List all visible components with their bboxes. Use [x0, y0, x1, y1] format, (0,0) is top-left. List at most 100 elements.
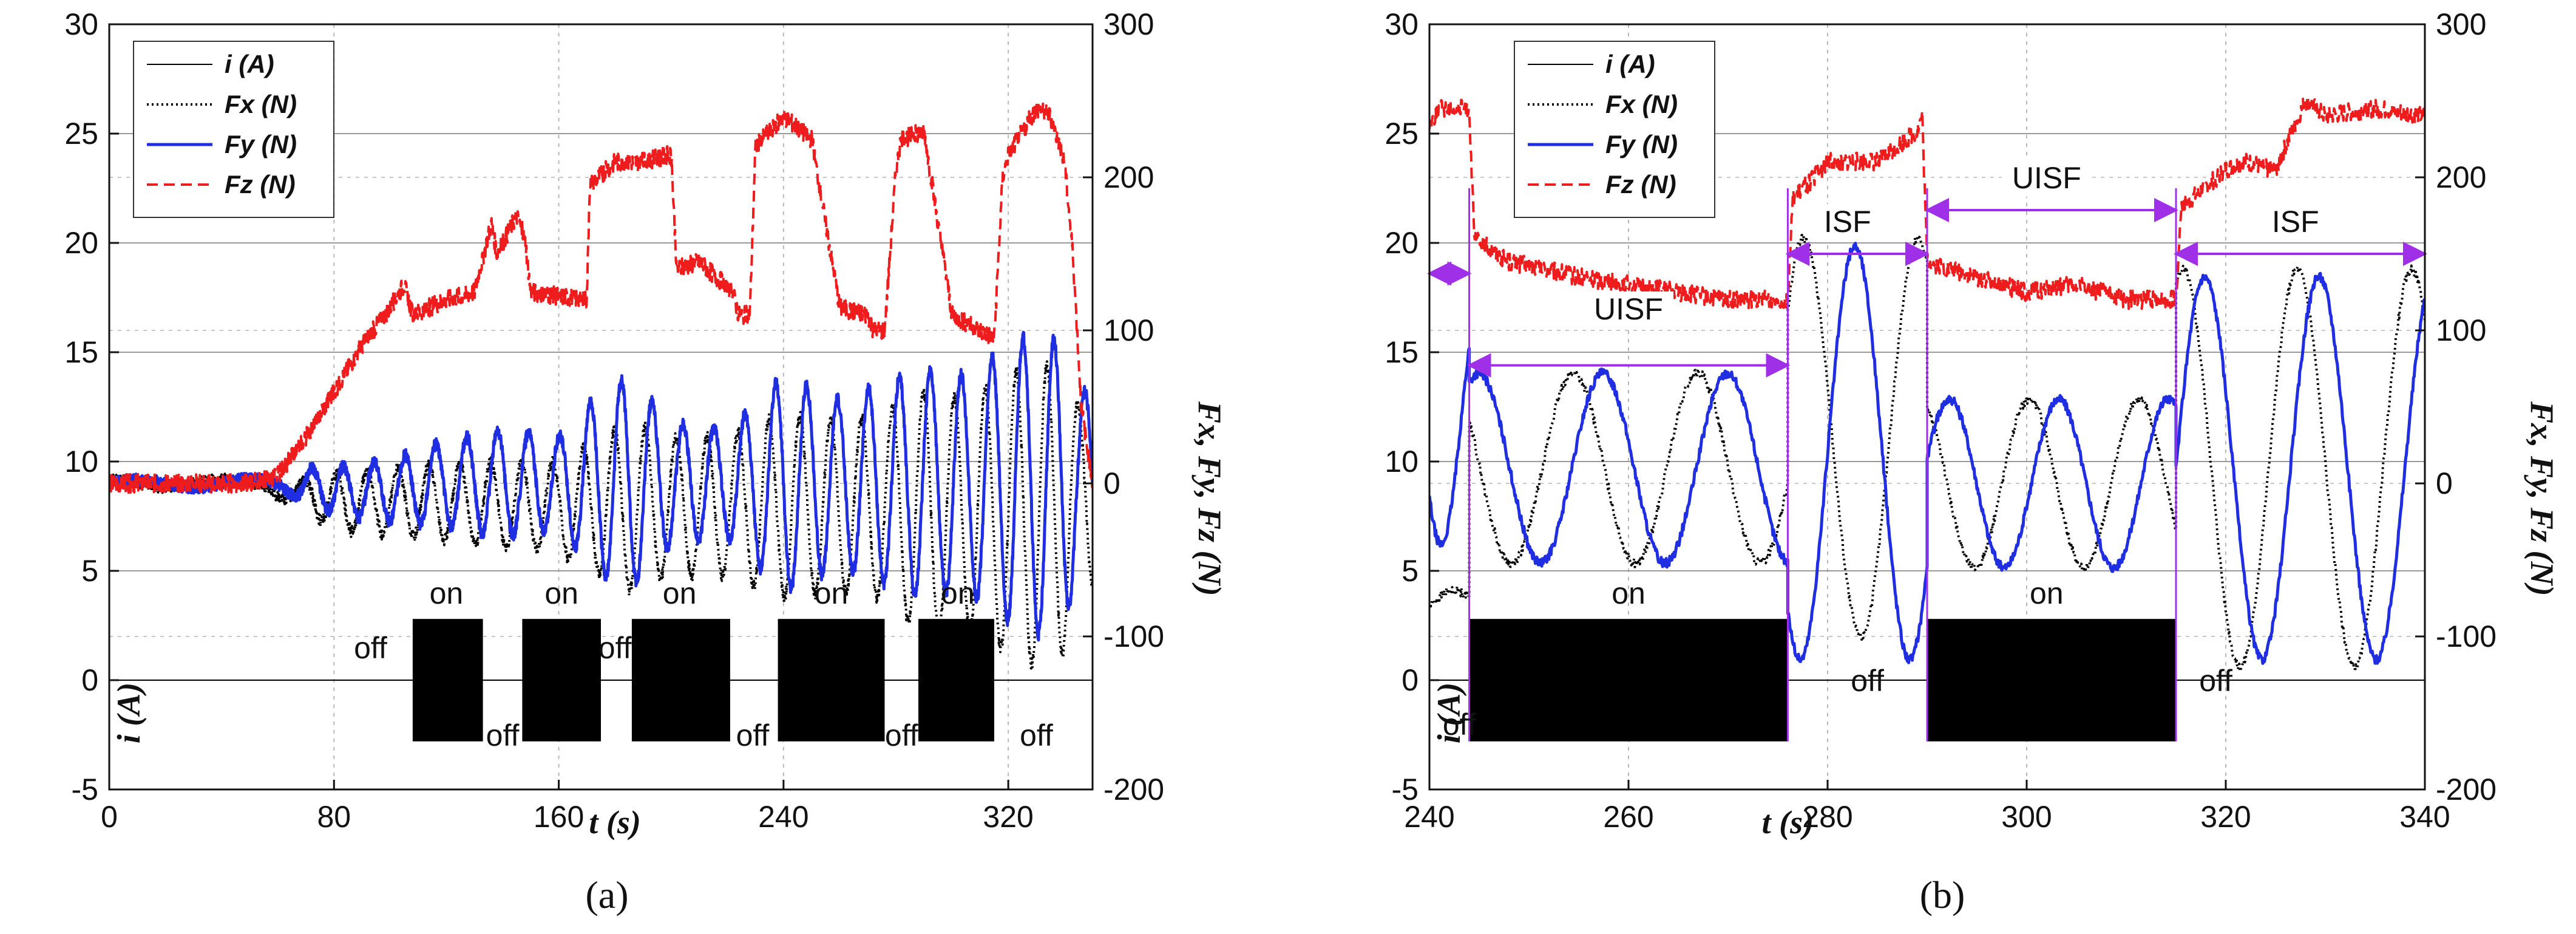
panel-b-x-tick-1: 260 — [1603, 800, 1653, 834]
panel-b-x-axis-label: t (s) — [1762, 804, 1814, 840]
panel-b-x-tick-3: 300 — [2001, 800, 2052, 834]
panel-b-x-axis: 240 260 280 300 320 340 — [1404, 780, 2450, 834]
panel-b-annotation-bg-8 — [2260, 204, 2331, 240]
panel-a-y-axis-label: i (A) — [110, 683, 147, 744]
panel-b-x-tick-0: 240 — [1404, 800, 1454, 834]
panel-a-y2-tick-0: -200 — [1103, 772, 1164, 806]
panel-a-y2-axis-label: Fx, Fy, Fz (N) — [1191, 401, 1228, 596]
panel-b-y-tick-2: 5 — [1402, 554, 1418, 588]
panel-a-y-tick-1: 0 — [81, 663, 98, 697]
panel-b-series-i-on-block-0 — [1469, 619, 1788, 741]
panel-a-series-i-on-block-2 — [631, 619, 730, 741]
panel-a-y2-tick-1: -100 — [1103, 619, 1164, 653]
panel-b-legend-box — [1514, 41, 1715, 218]
panel-a-y2-axis: -200 -100 0 100 200 300 — [1083, 7, 1164, 806]
panel-a-annotation-9: off — [885, 718, 918, 752]
panel-b-y2-tick-2: 0 — [2436, 466, 2453, 500]
panel-a-series-i-on-block-1 — [522, 619, 601, 741]
panel-b-y-tick-0: -5 — [1392, 772, 1418, 806]
panel-a-y-axis: -5 0 5 10 15 20 25 30 — [64, 7, 119, 806]
panel-b-annotation-3: off — [1851, 664, 1884, 698]
panel-a-y-tick-3: 10 — [64, 445, 98, 479]
panel-a-legend: i (A) Fx (N) Fy (N) Fz (N) — [133, 41, 334, 218]
panel-b-legend-label-3: Fz (N) — [1605, 170, 1676, 199]
panel-a-series-i-on-block-3 — [778, 619, 885, 741]
panel-a-x-axis-label: t (s) — [589, 804, 640, 840]
panel-b-x-tick-5: 340 — [2399, 800, 2450, 834]
panel-a-annotation-3: on — [815, 576, 849, 610]
panel-a-y2-tick-3: 100 — [1103, 313, 1154, 347]
panel-b-annotation-7: UISF — [2012, 161, 2081, 195]
panel-a-annotation-6: off — [486, 718, 520, 752]
panel-b-annotation-4: off — [2199, 664, 2232, 698]
panel-a-annotation-5: off — [354, 631, 387, 665]
panel-b-y-axis-label: i (A) — [1431, 683, 1467, 744]
panel-b-label: (b) — [1920, 873, 1965, 916]
panel-b-annotations: on on off off off UISF ISF UISF ISF — [1443, 160, 2331, 741]
panel-a-annotation-8: off — [736, 718, 770, 752]
panel-b-y2-axis-label: Fx, Fy, Fz (N) — [2524, 401, 2560, 596]
panel-a-x-tick-1: 80 — [317, 800, 351, 834]
panel-b-y-tick-3: 10 — [1385, 445, 1418, 479]
panel-b-x-tick-2: 280 — [1802, 800, 1852, 834]
panel-a-series-fz — [109, 102, 1093, 494]
panel-a-annotation-0: on — [430, 576, 464, 610]
panel-b-y2-tick-0: -200 — [2436, 772, 2496, 806]
panel-b-annotation-6: ISF — [1824, 205, 1871, 239]
panel-b-annotation-bg-6 — [1812, 204, 1883, 240]
panel-b-legend-label-1: Fx (N) — [1605, 90, 1678, 118]
panel-b-y-tick-6: 25 — [1385, 117, 1418, 151]
panel-a-series-i-on-block-4 — [918, 619, 994, 741]
panel-a-series-fx-line — [109, 360, 1093, 670]
panel-b-frame — [1428, 23, 2426, 791]
panel-b-y2-axis: -200 -100 0 100 200 300 — [2415, 7, 2496, 806]
panel-a-legend-box — [133, 41, 334, 218]
panel-b-y-axis: -5 0 5 10 15 20 25 30 — [1385, 7, 1439, 806]
panel-a-y2-tick-2: 0 — [1103, 466, 1120, 500]
panel-b-legend-label-2: Fy (N) — [1605, 130, 1678, 159]
panel-a-series-layer — [109, 102, 1093, 741]
panel-b-annotation-bg-5 — [1584, 291, 1673, 328]
panel-a-series-fz-line — [109, 102, 1093, 494]
panel-b-annotation-8: ISF — [2272, 205, 2319, 239]
panel-a-frame — [108, 23, 1094, 791]
panel-a-annotation-7: off — [598, 631, 632, 665]
panel-a-series-i-on-block-0 — [412, 619, 483, 741]
panel-b-y-tick-7: 30 — [1385, 7, 1418, 41]
panel-a-legend-label-2: Fy (N) — [225, 130, 297, 159]
panel-a-y-tick-2: 5 — [81, 554, 98, 588]
panel-b-y-tick-5: 20 — [1385, 226, 1418, 260]
panel-b-interval-arrows — [1427, 188, 2427, 741]
panel-a-x-tick-0: 0 — [101, 800, 118, 834]
panel-b-y2-tick-5: 300 — [2436, 7, 2486, 41]
panel-b-y-tick-4: 15 — [1385, 335, 1418, 369]
panel-a-annotation-4: on — [941, 576, 975, 610]
panel-a-x-axis: 0 80 160 240 320 — [101, 780, 1034, 834]
panel-a-y2-tick-4: 200 — [1103, 160, 1154, 194]
panel-b-y-tick-1: 0 — [1402, 663, 1418, 697]
panel-b-x-tick-4: 320 — [2200, 800, 2251, 834]
panel-a-y-tick-4: 15 — [64, 335, 98, 369]
panel-a-series-fx — [109, 360, 1093, 670]
panel-a-annotation-1: on — [544, 576, 578, 610]
panel-b-annotation-1: on — [2030, 576, 2064, 610]
panel-a-annotation-10: off — [1020, 718, 1053, 752]
panel-a-legend-label-3: Fz (N) — [225, 170, 296, 199]
panel-a-annotation-2: on — [663, 576, 697, 610]
panel-a-legend-label-1: Fx (N) — [225, 90, 297, 118]
panel-a-y-tick-7: 30 — [64, 7, 98, 41]
panel-a-label: (a) — [585, 873, 628, 916]
panel-b-legend-label-0: i (A) — [1605, 50, 1655, 78]
panel-a-x-tick-4: 320 — [983, 800, 1033, 834]
panel-a-y-tick-0: -5 — [72, 772, 98, 806]
panel-a-y-tick-6: 25 — [64, 117, 98, 151]
panel-b-y2-tick-4: 200 — [2436, 160, 2486, 194]
panel-a-y-tick-5: 20 — [64, 226, 98, 260]
panel-b-y2-tick-1: -100 — [2436, 619, 2496, 653]
panel-a-series-i — [109, 619, 1093, 741]
panel-a-x-tick-2: 160 — [534, 800, 584, 834]
